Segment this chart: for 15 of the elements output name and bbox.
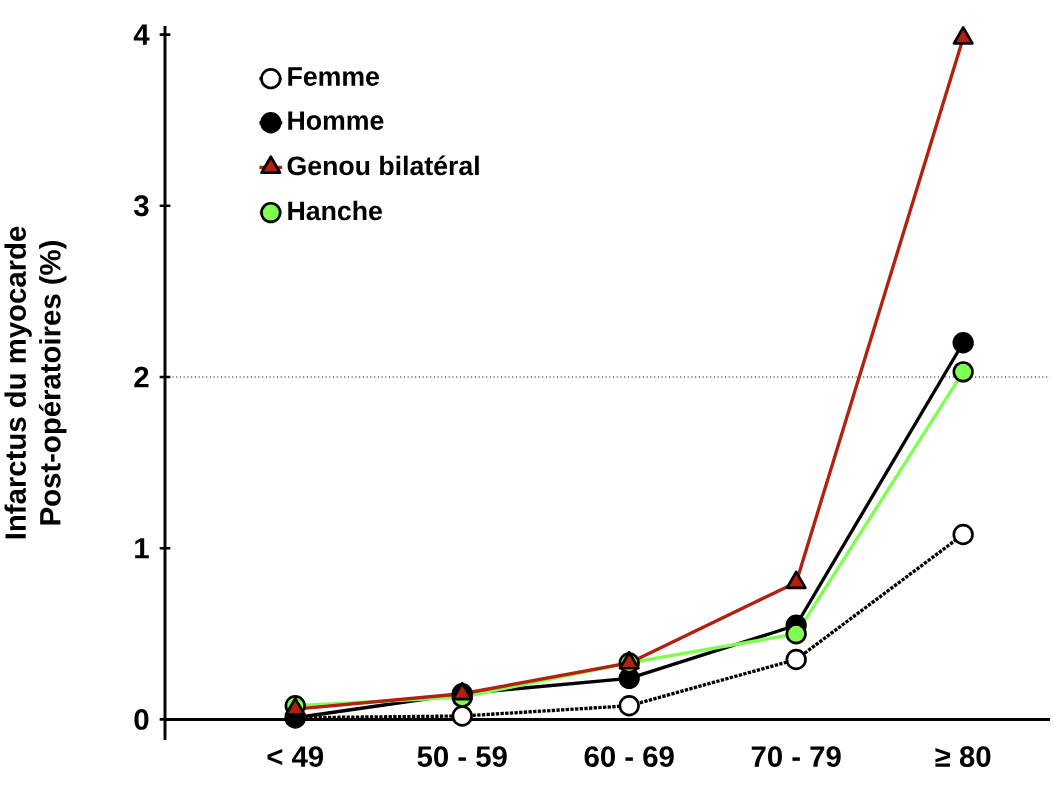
legend-label: Femme — [288, 67, 379, 86]
x-tick-label: 50 - 59 — [417, 746, 507, 767]
legend-label: Genou bilatéral — [287, 155, 479, 176]
y-tick-label: 4 — [133, 24, 150, 45]
legend-label: Hanche — [288, 200, 382, 221]
x-tick-label: ≥ 80 — [935, 746, 991, 767]
y-tick-label: 3 — [133, 195, 149, 217]
legend-label: Homme — [288, 111, 384, 130]
x-tick-label: 70 - 79 — [751, 746, 841, 767]
y-tick-label: 2 — [134, 366, 149, 388]
y-tick-label: 1 — [135, 538, 149, 559]
x-tick-label: < 49 — [267, 746, 324, 767]
y-tick-label: 0 — [134, 709, 149, 730]
y-axis-title: Infarctus du myocarde Post-opératoires (%) — [4, 226, 67, 539]
x-tick-label: 60 - 69 — [584, 746, 674, 767]
